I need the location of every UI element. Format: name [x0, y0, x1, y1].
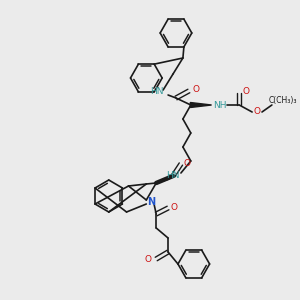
Text: O: O: [243, 88, 250, 97]
Text: O: O: [183, 158, 190, 167]
Text: NH: NH: [213, 100, 226, 109]
Text: HN: HN: [166, 170, 180, 179]
Polygon shape: [190, 103, 211, 107]
Text: HN: HN: [150, 86, 164, 95]
Text: N: N: [147, 197, 155, 207]
Text: O: O: [192, 85, 199, 94]
Text: C(CH₃)₃: C(CH₃)₃: [268, 95, 297, 104]
Text: O: O: [145, 256, 152, 265]
Text: O: O: [170, 202, 178, 211]
Text: O: O: [254, 107, 261, 116]
